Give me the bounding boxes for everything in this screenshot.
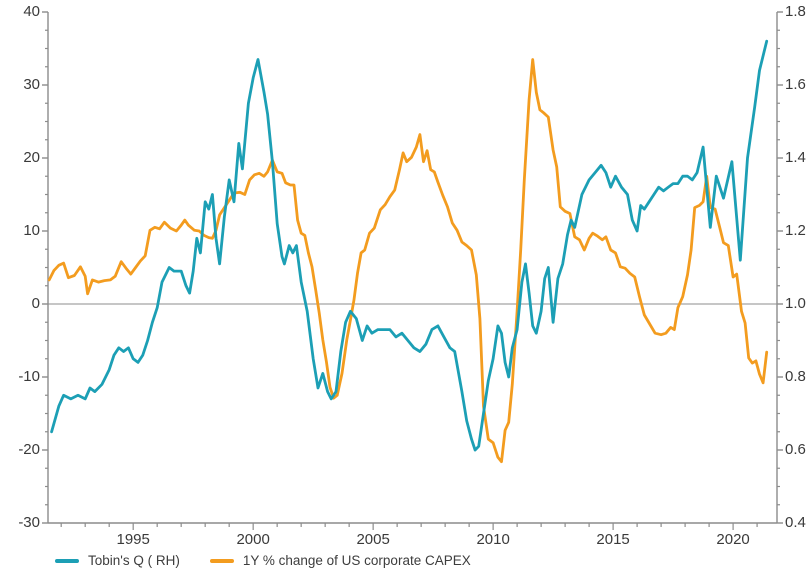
legend: Tobin's Q ( RH) 1Y % change of US corpor… [55,553,471,568]
right-axis-tick-label: 0.4 [785,514,806,531]
left-axis-tick-label: -20 [18,441,40,458]
right-axis-tick-label: 1.6 [785,76,806,93]
right-axis-tick-label: 0.8 [785,368,806,385]
legend-swatch-tobins-q-icon [55,558,79,563]
left-axis-tick-label: 20 [23,149,40,166]
right-axis-tick-label: 0.6 [785,441,806,458]
capex-line [47,58,769,464]
tobins-q-line [50,39,769,452]
legend-item-tobins-q: Tobin's Q ( RH) [55,553,180,568]
x-axis-tick-label: 2005 [356,531,390,548]
legend-label-tobins-q: Tobin's Q ( RH) [88,553,180,568]
right-axis-tick-label: 1.2 [785,222,806,239]
left-axis-tick-label: 0 [31,295,40,312]
right-axis-tick-label: 1.8 [785,3,806,20]
right-axis-tick-label: 1.0 [785,295,806,312]
legend-label-capex: 1Y % change of US corporate CAPEX [242,553,471,568]
left-axis-tick-label: -10 [18,368,40,385]
x-axis-tick-label: 2000 [236,531,270,548]
left-axis-tick-label: 10 [23,222,40,239]
legend-item-capex: 1Y % change of US corporate CAPEX [209,553,471,568]
x-axis-tick-label: 2020 [716,531,750,548]
left-axis-tick-label: 40 [23,3,40,20]
x-axis-tick-label: 2010 [476,531,510,548]
right-axis-tick-label: 1.4 [785,149,806,166]
left-axis-tick-label: -30 [18,514,40,531]
x-axis-tick-label: 2015 [596,531,630,548]
x-axis-tick-label: 1995 [116,531,150,548]
left-axis-tick-label: 30 [23,76,40,93]
legend-swatch-capex-icon [209,558,234,563]
